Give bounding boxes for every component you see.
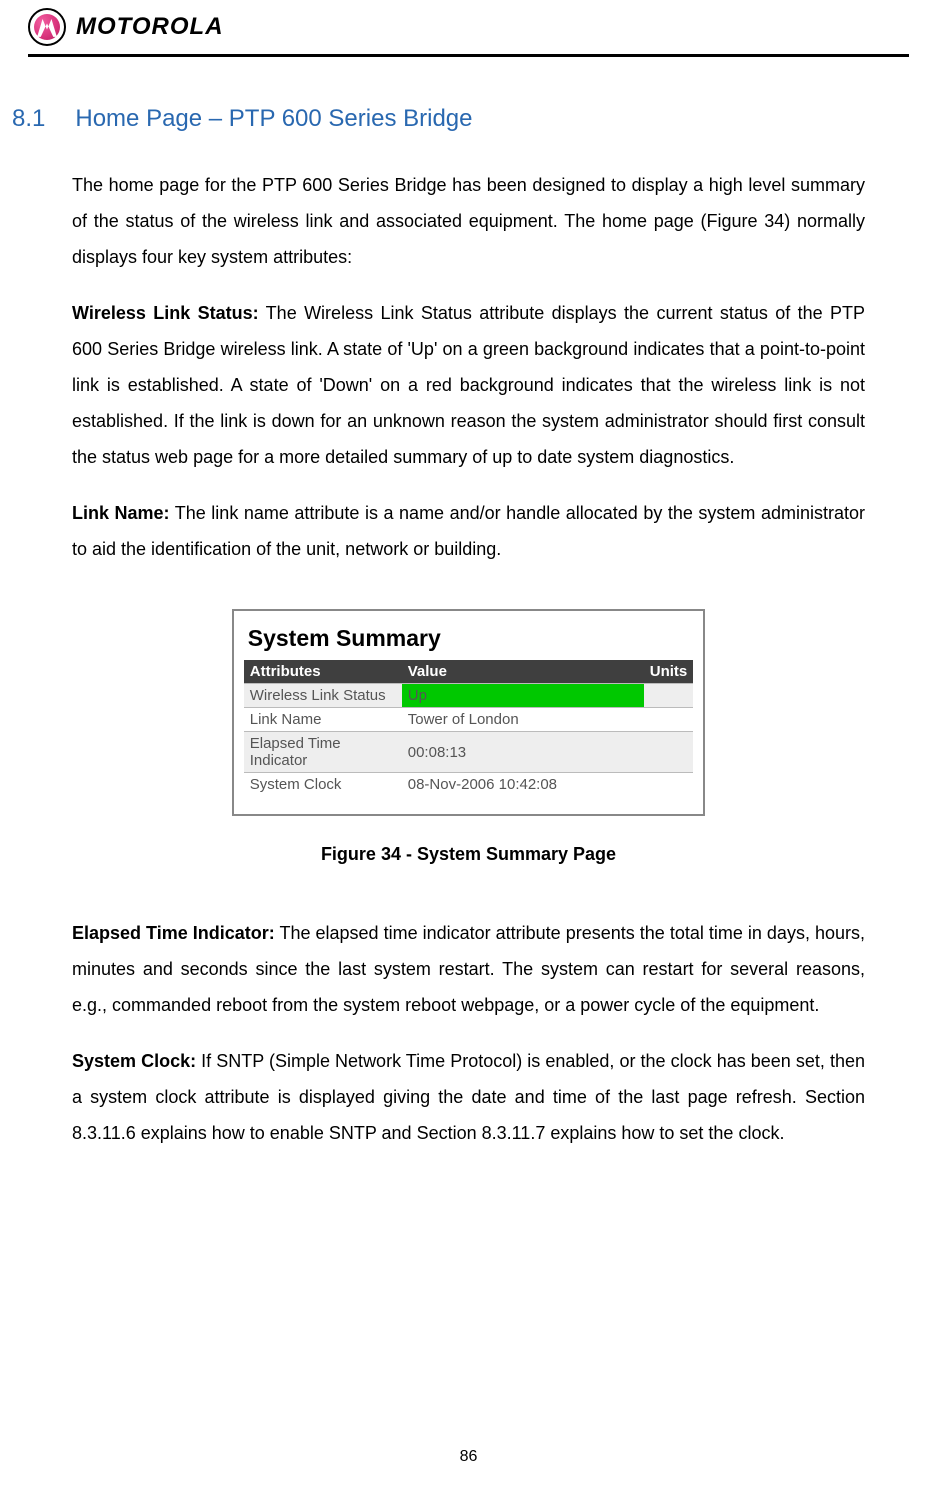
table-row: System Clock 08-Nov-2006 10:42:08 — [244, 773, 694, 797]
figure-caption: Figure 34 - System Summary Page — [72, 844, 865, 865]
page-number: 86 — [0, 1448, 937, 1466]
cell-units — [644, 708, 694, 732]
cell-units — [644, 773, 694, 797]
body-wireless-link-status: The Wireless Link Status attribute displ… — [72, 303, 865, 467]
brand-name: MOTOROLA — [76, 13, 224, 41]
cell-units — [644, 684, 694, 708]
motorola-logo-icon — [28, 8, 66, 46]
label-system-clock: System Clock: — [72, 1051, 196, 1071]
brand-header: MOTOROLA — [0, 8, 937, 46]
table-header-value: Value — [402, 660, 644, 684]
section-number: 8.1 — [12, 105, 45, 133]
figure-34-container: System Summary Attributes Value Units Wi… — [72, 609, 865, 816]
cell-value: Tower of London — [402, 708, 644, 732]
paragraph-system-clock: System Clock: If SNTP (Simple Network Ti… — [72, 1043, 865, 1151]
section-title: Home Page – PTP 600 Series Bridge — [75, 105, 472, 132]
section-heading: 8.1 Home Page – PTP 600 Series Bridge — [12, 105, 865, 133]
table-header-units: Units — [644, 660, 694, 684]
cell-value: 00:08:13 — [402, 732, 644, 773]
paragraph-wireless-link-status: Wireless Link Status: The Wireless Link … — [72, 295, 865, 475]
cell-attr: Link Name — [244, 708, 402, 732]
table-row: Wireless Link Status Up — [244, 684, 694, 708]
system-summary-panel: System Summary Attributes Value Units Wi… — [232, 609, 706, 816]
cell-attr: System Clock — [244, 773, 402, 797]
cell-attr: Elapsed Time Indicator — [244, 732, 402, 773]
cell-units — [644, 732, 694, 773]
table-row: Elapsed Time Indicator 00:08:13 — [244, 732, 694, 773]
header-rule — [28, 54, 909, 57]
label-elapsed-time: Elapsed Time Indicator: — [72, 923, 275, 943]
cell-attr: Wireless Link Status — [244, 684, 402, 708]
table-row: Link Name Tower of London — [244, 708, 694, 732]
paragraph-link-name: Link Name: The link name attribute is a … — [72, 495, 865, 567]
paragraph-intro: The home page for the PTP 600 Series Bri… — [72, 167, 865, 275]
system-summary-table: Attributes Value Units Wireless Link Sta… — [244, 660, 694, 796]
paragraph-elapsed-time: Elapsed Time Indicator: The elapsed time… — [72, 915, 865, 1023]
label-wireless-link-status: Wireless Link Status: — [72, 303, 259, 323]
cell-value-up: Up — [402, 684, 644, 708]
cell-value: 08-Nov-2006 10:42:08 — [402, 773, 644, 797]
label-link-name: Link Name: — [72, 503, 170, 523]
body-link-name: The link name attribute is a name and/or… — [72, 503, 865, 559]
table-header-attributes: Attributes — [244, 660, 402, 684]
system-summary-title: System Summary — [248, 625, 694, 652]
